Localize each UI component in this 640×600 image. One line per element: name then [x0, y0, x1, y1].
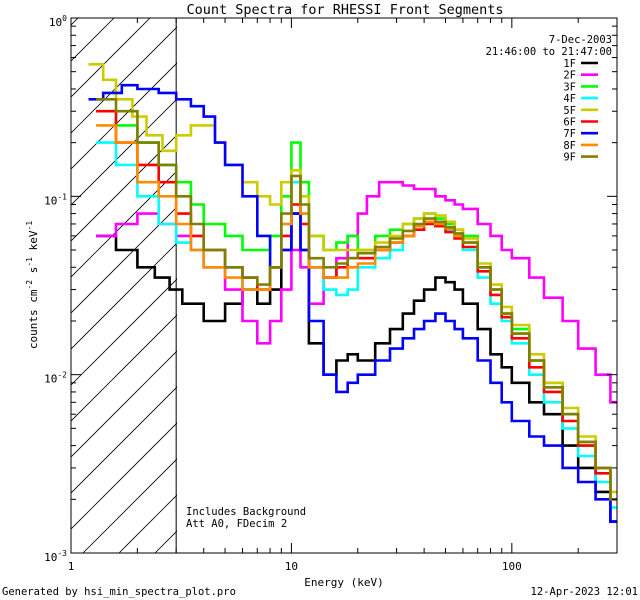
hatch-line: [71, 26, 177, 134]
hatch-line: [71, 18, 115, 62]
legend-label-9F: 9F: [563, 152, 576, 164]
hatch-line: [71, 170, 177, 278]
x-axis-label: Energy (keV): [304, 576, 383, 589]
hatch-line: [71, 62, 177, 170]
annotation-background: Includes Background: [186, 506, 306, 518]
svg-text:100: 100: [49, 14, 67, 29]
series-line-2F: [96, 180, 617, 404]
footer-generated-by: Generated by hsi_min_spectra_plot.pro: [2, 586, 236, 598]
series-line-1F: [96, 212, 617, 523]
hatch-line: [71, 18, 151, 98]
svg-text:10-2: 10-2: [44, 371, 67, 386]
chart-title: Count Spectra for RHESSI Front Segments: [187, 2, 504, 18]
legend-label-8F: 8F: [563, 140, 576, 152]
series-line-7F: [88, 83, 617, 523]
axis-ticks: [70, 17, 618, 554]
y-axis-label: counts cm-2 s-1 keV-1: [25, 221, 40, 349]
y-tick-label-1e-3: 10-3: [44, 549, 67, 564]
legend-label-7F: 7F: [563, 128, 576, 140]
series-line-5F: [88, 63, 617, 494]
hatch-line: [118, 494, 177, 553]
y-tick-label-1e0: 100: [49, 14, 67, 29]
hatch-line: [263, 0, 640, 553]
footer-timestamp: 12-Apr-2023 12:01: [531, 586, 638, 598]
hatch-line: [71, 350, 177, 458]
series-line-6F: [96, 109, 617, 501]
hatch-line: [71, 242, 177, 350]
x-tick-label-100: 100: [502, 560, 522, 573]
hatch-line: [71, 386, 177, 494]
y-tick-label-1e-1: 10-1: [44, 192, 67, 207]
x-tick-label-1: 1: [68, 560, 75, 573]
legend-label-2F: 2F: [563, 70, 576, 82]
hatch-line: [299, 0, 640, 553]
legend-label-6F: 6F: [563, 117, 576, 129]
legend-label-1F: 1F: [563, 58, 576, 70]
hatch-line: [71, 422, 177, 530]
hatch-line: [71, 18, 79, 26]
legend-label-5F: 5F: [563, 105, 576, 117]
legend-label-3F: 3F: [563, 81, 576, 93]
time-range: 21:46:00 to 21:47:00: [486, 46, 612, 58]
annotation-attenuator: Att A0, FDecim 2: [186, 518, 287, 530]
legend-label-4F: 4F: [563, 93, 576, 105]
series-line-9F: [96, 98, 617, 501]
hatch-line: [71, 206, 177, 314]
svg-text:10-1: 10-1: [44, 192, 67, 207]
x-tick-label-10: 10: [285, 560, 298, 573]
svg-text:10-3: 10-3: [44, 549, 67, 564]
plot-frame: [70, 17, 618, 554]
observation-date: 7-Dec-2003: [549, 34, 612, 46]
y-tick-label-1e-2: 10-2: [44, 371, 67, 386]
series-line-3F: [96, 109, 617, 501]
